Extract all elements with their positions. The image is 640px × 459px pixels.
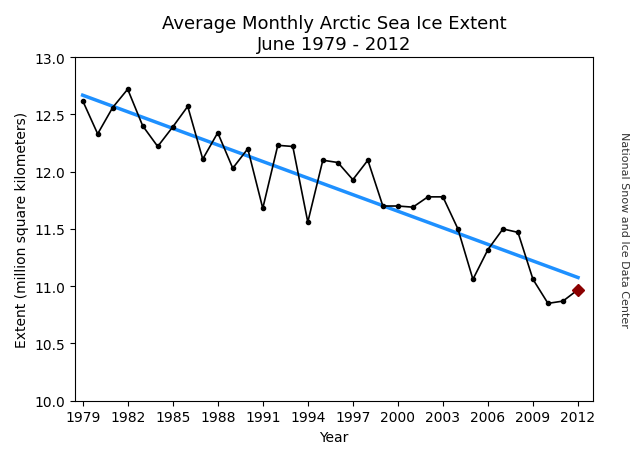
Y-axis label: Extent (million square kilometers): Extent (million square kilometers) <box>15 112 29 347</box>
X-axis label: Year: Year <box>319 430 349 444</box>
Title: Average Monthly Arctic Sea Ice Extent
June 1979 - 2012: Average Monthly Arctic Sea Ice Extent Ju… <box>162 15 506 54</box>
Text: National Snow and Ice Data Center: National Snow and Ice Data Center <box>619 132 629 327</box>
